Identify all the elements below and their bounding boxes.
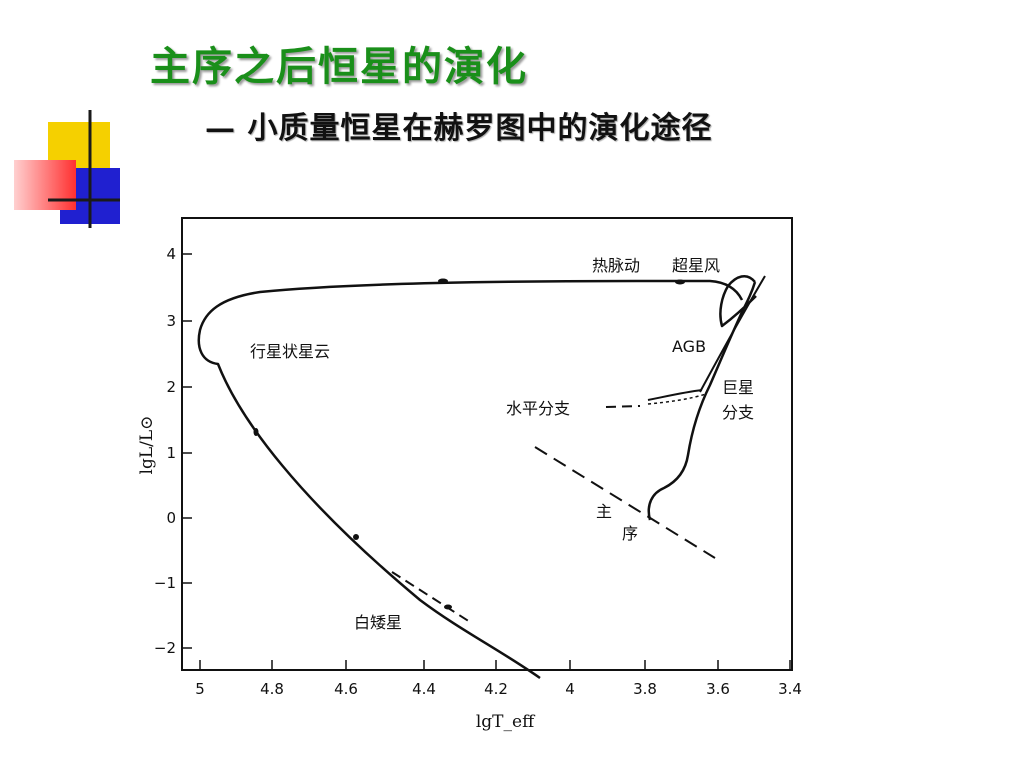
- x-axis-ticks: [199, 660, 791, 670]
- y-tick-label: 3: [166, 312, 176, 330]
- label-thermal-pulse: 热脉动: [592, 256, 640, 275]
- giant-branch-inner: [647, 393, 707, 405]
- deco-red-square: [14, 160, 76, 210]
- track-marker: [438, 278, 448, 284]
- x-tick-label: 4.8: [260, 680, 284, 698]
- label-white-dwarf: 白矮星: [354, 613, 402, 632]
- track-marker: [675, 279, 685, 285]
- x-tick-label: 4.2: [484, 680, 508, 698]
- hr-diagram: 4 3 2 1 0 −1 −2 5 4.8 4.6 4.4 4.2 4: [120, 200, 840, 760]
- label-main-sequence-line2: 序: [622, 524, 638, 543]
- y-tick-label: 4: [166, 245, 176, 263]
- y-tick-label: 1: [166, 444, 176, 462]
- label-main-sequence-line1: 主: [596, 502, 612, 521]
- label-horizontal-branch: 水平分支: [506, 399, 570, 418]
- hr-diagram-svg: 4 3 2 1 0 −1 −2 5 4.8 4.6 4.4 4.2 4: [137, 217, 802, 732]
- x-tick-label: 3.6: [706, 680, 730, 698]
- x-tick-label: 3.8: [633, 680, 657, 698]
- label-superwind: 超星风: [672, 256, 720, 275]
- label-giant-branch-line1: 巨星: [722, 378, 754, 397]
- horizontal-branch-track: [647, 389, 703, 401]
- label-agb: AGB: [672, 337, 706, 356]
- x-axis-title: lgT_eff: [476, 712, 536, 732]
- track-marker: [444, 604, 452, 610]
- x-axis-tick-labels: 5 4.8 4.6 4.4 4.2 4 3.8 3.6 3.4: [195, 680, 802, 698]
- track-marker: [253, 428, 259, 436]
- y-axis-ticks: [182, 253, 192, 649]
- x-tick-label: 4.6: [334, 680, 358, 698]
- giant-branch-outer: [699, 275, 766, 393]
- y-axis-title: lgL/L⊙: [137, 416, 157, 475]
- y-tick-label: 2: [166, 378, 176, 396]
- y-tick-label: −1: [154, 574, 176, 592]
- main-sequence-line: [534, 446, 716, 559]
- label-giant-branch-line2: 分支: [722, 403, 754, 422]
- corner-decoration: [14, 110, 120, 228]
- x-tick-label: 4.4: [412, 680, 436, 698]
- plot-frame: [181, 217, 793, 671]
- y-axis-tick-labels: 4 3 2 1 0 −1 −2: [154, 245, 176, 657]
- white-dwarf-dash: [391, 571, 471, 623]
- label-planetary-nebula: 行星状星云: [250, 342, 330, 361]
- x-tick-label: 3.4: [778, 680, 802, 698]
- x-tick-label: 4: [565, 680, 575, 698]
- y-tick-label: 0: [166, 509, 176, 527]
- x-tick-label: 5: [195, 680, 205, 698]
- evolution-track: [197, 274, 757, 680]
- horizontal-branch-line: [605, 405, 641, 408]
- track-marker: [353, 534, 359, 540]
- slide-title: 主序之后恒星的演化: [150, 43, 528, 90]
- slide-subtitle: — 小质量恒星在赫罗图中的演化途径: [205, 111, 713, 146]
- y-tick-label: −2: [154, 639, 176, 657]
